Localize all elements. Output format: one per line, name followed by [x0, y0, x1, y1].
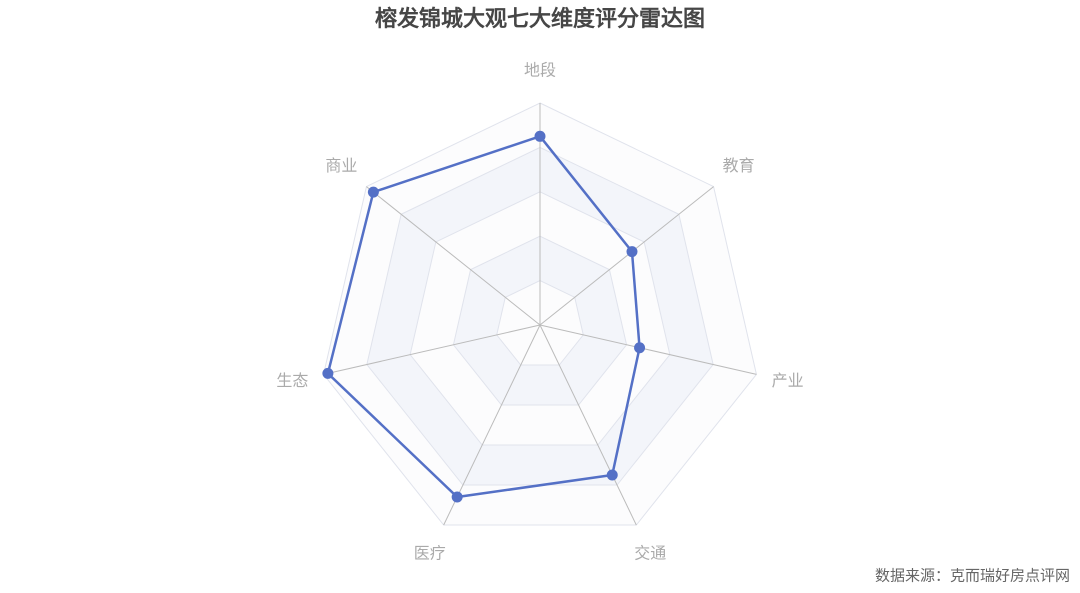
radar-point	[634, 342, 646, 354]
axis-line	[443, 324, 541, 526]
radar-line	[326, 134, 641, 499]
radar-point	[322, 367, 334, 379]
radar-point	[451, 491, 463, 503]
axis-label: 医疗	[414, 543, 446, 562]
axis-line	[539, 186, 714, 326]
axis-label: 教育	[723, 156, 755, 175]
axis-label: 生态	[276, 371, 308, 390]
chart-title: 榕发锦城大观七大维度评分雷达图	[375, 6, 705, 32]
radar-point	[606, 469, 618, 481]
source-note: 数据来源：克而瑞好房点评网	[875, 567, 1070, 585]
axis-line	[323, 324, 541, 375]
axis-line	[366, 186, 541, 326]
axis-label: 地段	[524, 61, 556, 80]
axis-label: 产业	[772, 371, 804, 390]
axis-line	[539, 324, 757, 375]
axis-line	[539, 324, 637, 526]
radar-point	[534, 130, 546, 142]
radar-point	[626, 246, 638, 258]
axis-label: 交通	[634, 543, 666, 562]
radar-point	[367, 186, 379, 198]
axis-label: 商业	[325, 156, 357, 175]
